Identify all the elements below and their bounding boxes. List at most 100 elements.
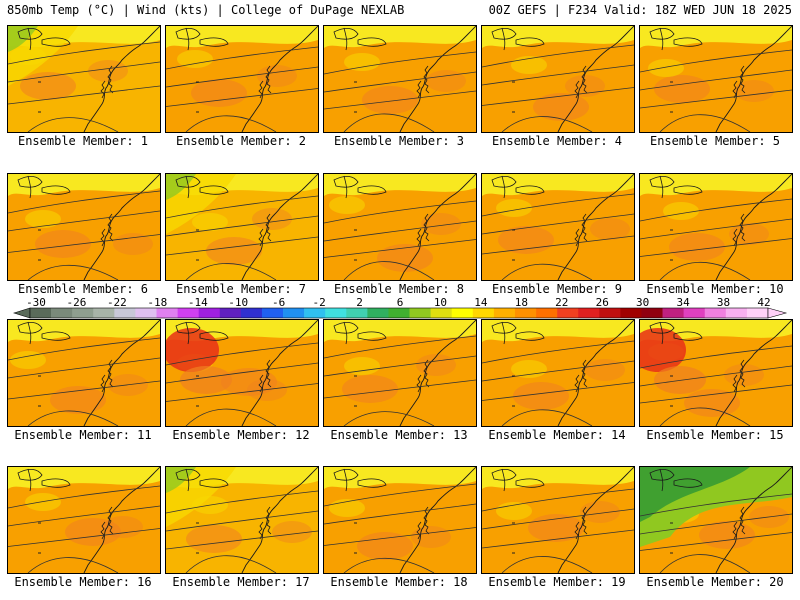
colorbar-cell xyxy=(746,308,769,318)
colorbar-cell xyxy=(304,308,326,318)
ensemble-map-panel xyxy=(481,319,635,427)
ensemble-map-panel xyxy=(481,25,635,133)
ensemble-map-panel xyxy=(165,319,319,427)
ensemble-member-label: Ensemble Member: 3 xyxy=(333,134,465,148)
temperature-map xyxy=(324,26,476,132)
ensemble-map-panel xyxy=(165,173,319,281)
colorbar-tick-label: -2 xyxy=(312,296,326,309)
colorbar-cell xyxy=(620,308,642,318)
colorbar-cell xyxy=(72,308,94,318)
ensemble-map-panel xyxy=(7,466,161,574)
temperature-map xyxy=(166,174,318,280)
colorbar-tick-label: 42 xyxy=(757,296,771,309)
ensemble-member-label: Ensemble Member: 7 xyxy=(175,282,307,296)
colorbar-tick-label: -30 xyxy=(26,296,46,309)
colorbar-cell xyxy=(261,308,284,318)
ensemble-map-panel xyxy=(639,25,793,133)
colorbar-cell xyxy=(177,308,199,318)
ensemble-member-label: Ensemble Member: 9 xyxy=(491,282,623,296)
header-run-info: 00Z GEFS | F234 Valid: 18Z WED JUN 18 20… xyxy=(488,3,792,17)
colorbar-cell xyxy=(599,308,621,318)
colorbar-high-arrow xyxy=(767,307,788,319)
colorbar-tick-label: 38 xyxy=(716,296,731,309)
ensemble-map-panel xyxy=(323,466,477,574)
temperature-map xyxy=(640,174,792,280)
temperature-map xyxy=(482,467,634,573)
colorbar-tick-label: 6 xyxy=(396,296,404,309)
colorbar-tick-label: 18 xyxy=(514,296,528,309)
colorbar-cell xyxy=(662,308,684,318)
header-title: 850mb Temp (°C) | Wind (kts) | College o… xyxy=(7,3,405,17)
colorbar-cell xyxy=(51,308,73,318)
colorbar-tick-label: 34 xyxy=(676,296,690,309)
ensemble-map-panel xyxy=(323,319,477,427)
temperature-map xyxy=(8,26,160,132)
temperature-map xyxy=(8,174,160,280)
colorbar-cell xyxy=(240,308,263,318)
colorbar-cell xyxy=(367,308,389,318)
temperature-map xyxy=(166,320,318,426)
colorbar-cell xyxy=(472,308,495,318)
ensemble-member-label: Ensemble Member: 12 xyxy=(172,428,310,442)
colorbar-tick-label: 14 xyxy=(474,296,488,309)
colorbar-cell xyxy=(283,308,305,318)
colorbar-cell xyxy=(683,308,706,318)
ensemble-map-panel xyxy=(639,466,793,574)
colorbar-tick-label: -10 xyxy=(228,296,249,309)
ensemble-map-panel xyxy=(165,466,319,574)
colorbar-cell xyxy=(725,308,748,318)
colorbar-tick-label: 10 xyxy=(433,296,448,309)
ensemble-member-label: Ensemble Member: 14 xyxy=(488,428,626,442)
temperature-map xyxy=(166,467,318,573)
ensemble-member-label: Ensemble Member: 6 xyxy=(17,282,149,296)
ensemble-member-label: Ensemble Member: 4 xyxy=(491,134,623,148)
ensemble-map-panel xyxy=(323,25,477,133)
colorbar-cell xyxy=(451,308,474,318)
ensemble-member-label: Ensemble Member: 15 xyxy=(646,428,784,442)
ensemble-member-label: Ensemble Member: 5 xyxy=(649,134,781,148)
ensemble-map-panel xyxy=(639,173,793,281)
colorbar-tick-label: 30 xyxy=(636,296,650,309)
colorbar-low-arrow xyxy=(12,307,31,319)
ensemble-member-label: Ensemble Member: 11 xyxy=(14,428,152,442)
temperature-map xyxy=(640,467,792,573)
colorbar-cell xyxy=(704,308,727,318)
temperature-map xyxy=(8,320,160,426)
colorbar-tick-label: 2 xyxy=(356,296,363,309)
ensemble-map-panel xyxy=(7,319,161,427)
colorbar-cell xyxy=(578,308,600,318)
ensemble-map-panel xyxy=(481,466,635,574)
colorbar-cell xyxy=(430,308,453,318)
colorbar-tick-label: -18 xyxy=(147,296,168,309)
temperature-map xyxy=(324,174,476,280)
colorbar-cell xyxy=(30,308,52,318)
temperature-map xyxy=(8,467,160,573)
colorbar-tick-label: 22 xyxy=(555,296,569,309)
colorbar-cell xyxy=(409,308,431,318)
temperature-map xyxy=(640,320,792,426)
colorbar-cell xyxy=(557,308,579,318)
colorbar-cell xyxy=(388,308,410,318)
ensemble-map-panel xyxy=(323,173,477,281)
ensemble-map-panel xyxy=(7,25,161,133)
ensemble-member-label: Ensemble Member: 16 xyxy=(14,575,152,589)
colorbar-cell xyxy=(156,308,178,318)
temperature-map xyxy=(482,174,634,280)
ensemble-member-label: Ensemble Member: 19 xyxy=(488,575,626,589)
ensemble-member-label: Ensemble Member: 13 xyxy=(330,428,468,442)
colorbar-cell xyxy=(219,308,242,318)
colorbar-tick-label: 26 xyxy=(595,296,609,309)
colorbar-tick-label: -26 xyxy=(66,296,87,309)
temperature-map xyxy=(166,26,318,132)
ensemble-map-panel xyxy=(481,173,635,281)
temperature-colorbar xyxy=(12,307,788,319)
ensemble-member-label: Ensemble Member: 20 xyxy=(646,575,784,589)
colorbar-cell xyxy=(325,308,347,318)
colorbar-cell xyxy=(641,308,663,318)
colorbar-tick-label: -22 xyxy=(106,296,127,309)
colorbar-cell xyxy=(493,308,516,318)
ensemble-member-label: Ensemble Member: 8 xyxy=(333,282,465,296)
ensemble-member-label: Ensemble Member: 18 xyxy=(330,575,468,589)
temperature-map xyxy=(324,320,476,426)
colorbar-cell xyxy=(198,308,221,318)
